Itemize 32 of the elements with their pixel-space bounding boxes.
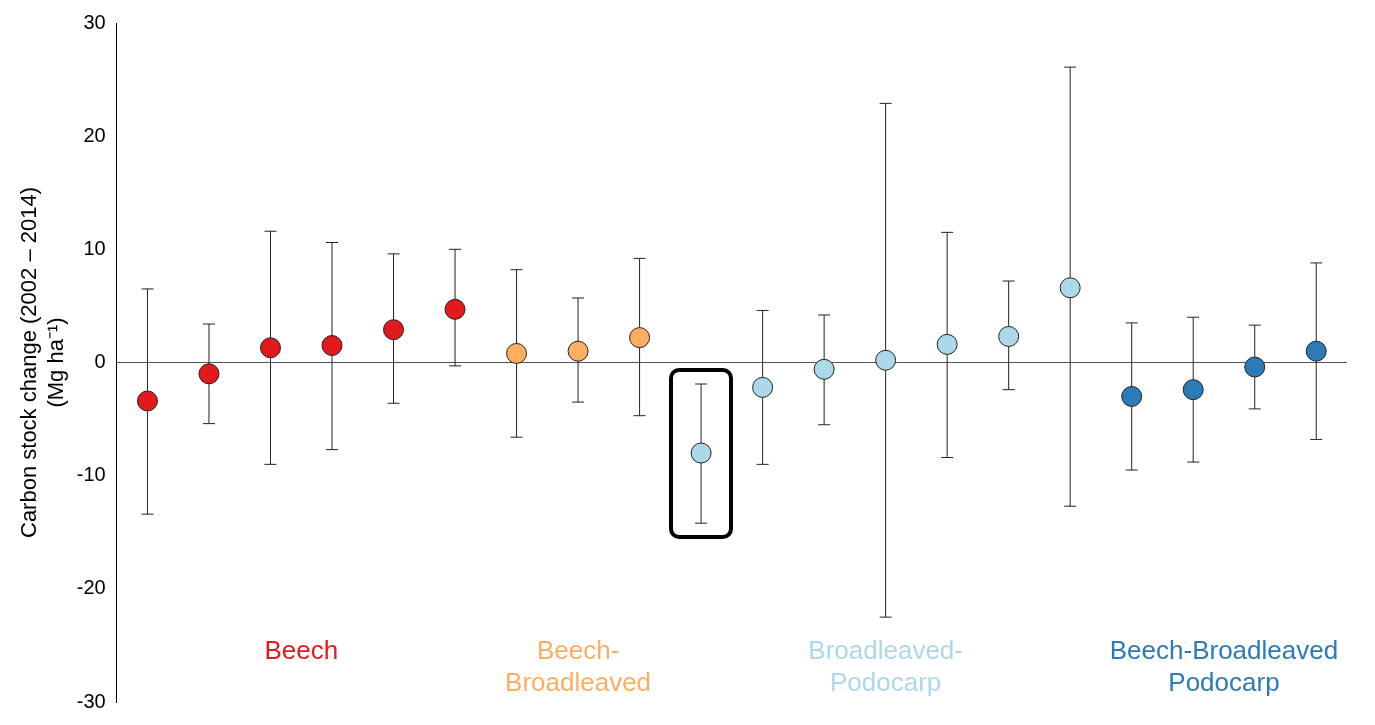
y-tick-label: -30 <box>76 689 106 712</box>
point <box>998 325 1020 347</box>
point <box>259 337 281 359</box>
point <box>321 335 343 357</box>
point <box>1182 379 1204 401</box>
point <box>444 298 466 320</box>
point <box>690 442 712 464</box>
y-axis-title: Carbon stock change (2002 – 2014) (Mg ha⁻¹) <box>16 186 68 539</box>
text: Beech <box>264 635 339 665</box>
point <box>506 342 528 364</box>
text: Beech-Broadleaved Podocarp <box>1109 635 1339 697</box>
point <box>813 358 835 380</box>
point <box>383 319 405 341</box>
y-tick-label: 0 <box>94 350 106 373</box>
point <box>567 340 589 362</box>
point <box>875 349 897 371</box>
text: Broadleaved-Podocarp <box>808 635 963 697</box>
y-tick-label: -20 <box>76 576 106 599</box>
y-tick-label: 20 <box>83 123 106 146</box>
point <box>629 327 651 349</box>
point <box>936 333 958 355</box>
point <box>752 376 774 398</box>
point <box>136 390 158 412</box>
text: Beech-Broadleaved <box>505 635 652 697</box>
point <box>198 363 220 385</box>
y-tick-label: 30 <box>83 10 106 33</box>
y-tick-label: 10 <box>83 236 106 259</box>
point <box>1059 277 1081 299</box>
point <box>1305 340 1327 362</box>
point <box>1244 356 1266 378</box>
y-tick-label: -10 <box>76 463 106 486</box>
point <box>1121 385 1143 407</box>
